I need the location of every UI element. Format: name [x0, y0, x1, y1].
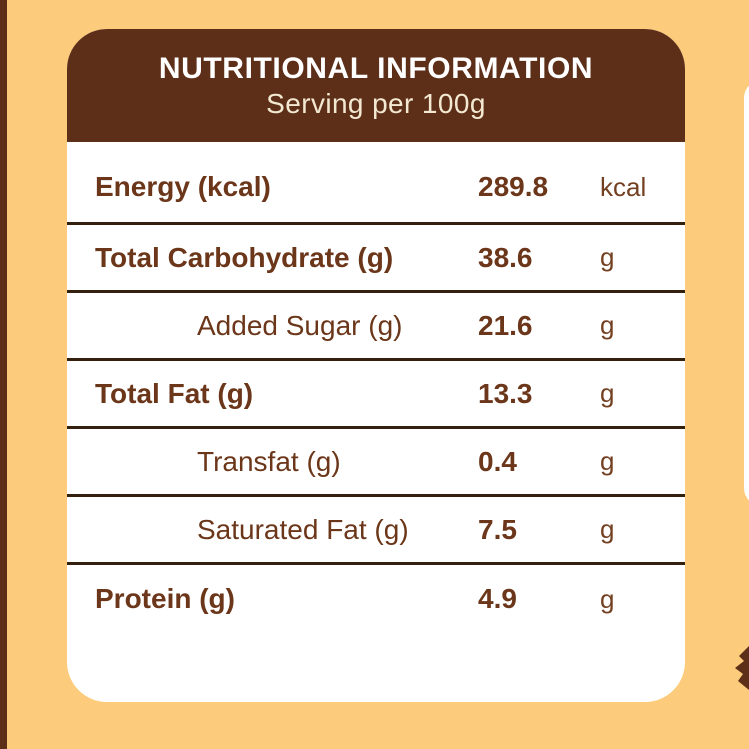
table-row-transfat: Transfat (g) 0.4 g — [67, 429, 685, 497]
nutrition-card: NUTRITIONAL INFORMATION Serving per 100g… — [67, 29, 685, 702]
nutrient-name: Total Carbohydrate (g) — [95, 241, 394, 273]
table-row-energy: Energy (kcal) 289.8 kcal — [67, 142, 685, 225]
nutrition-title: NUTRITIONAL INFORMATION — [158, 51, 594, 85]
table-row-saturated-fat: Saturated Fat (g) 7.5 g — [67, 497, 685, 565]
table-row-added-sugar: Added Sugar (g) 21.6 g — [67, 293, 685, 361]
table-row-protein: Protein (g) 4.9 g — [67, 565, 685, 633]
nutrient-value: 7.5 — [478, 513, 517, 545]
nutrient-unit: kcal — [600, 171, 647, 202]
nutrient-value: 13.3 — [478, 377, 533, 409]
sparkle-decoration-icon — [735, 646, 749, 690]
nutrient-value: 0.4 — [478, 445, 517, 477]
serving-subtitle: Serving per 100g — [266, 87, 486, 119]
adjacent-card-edge — [744, 80, 749, 506]
nutrient-unit: g — [600, 514, 615, 544]
nutrient-name: Saturated Fat (g) — [197, 513, 409, 545]
nutrient-value: 289.8 — [478, 171, 549, 202]
nutrient-name: Protein (g) — [95, 583, 235, 614]
nutrient-name: Total Fat (g) — [95, 377, 254, 409]
nutrient-unit: g — [600, 310, 615, 340]
nutrient-unit: g — [600, 446, 615, 476]
nutrient-value: 4.9 — [478, 583, 517, 614]
nutrient-name: Added Sugar (g) — [197, 309, 403, 341]
table-row-total-carbohydrate: Total Carbohydrate (g) 38.6 g — [67, 225, 685, 293]
nutrient-unit: g — [600, 242, 615, 272]
nutrient-name: Transfat (g) — [197, 445, 341, 477]
card-header: NUTRITIONAL INFORMATION Serving per 100g — [67, 29, 685, 142]
table-row-total-fat: Total Fat (g) 13.3 g — [67, 361, 685, 429]
nutrient-name: Energy (kcal) — [95, 171, 271, 202]
nutrient-value: 38.6 — [478, 241, 533, 273]
nutrient-value: 21.6 — [478, 309, 533, 341]
nutrition-table: Energy (kcal) 289.8 kcal Total Carbohydr… — [67, 142, 685, 633]
nutrient-unit: g — [600, 378, 615, 408]
left-edge-stripe — [0, 0, 7, 749]
nutrient-unit: g — [600, 583, 615, 614]
